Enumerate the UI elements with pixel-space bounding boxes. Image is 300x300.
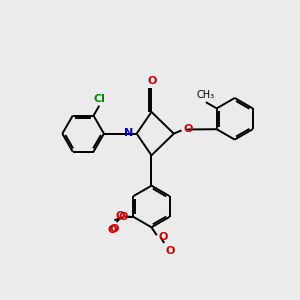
Text: N: N <box>124 128 134 138</box>
Text: O: O <box>159 232 168 242</box>
Text: O: O <box>184 124 193 134</box>
Text: O: O <box>118 212 128 222</box>
Text: O: O <box>147 76 157 86</box>
Text: O: O <box>165 246 175 256</box>
Text: Cl: Cl <box>93 94 105 104</box>
Text: O: O <box>116 211 125 221</box>
Text: O: O <box>110 224 119 234</box>
Text: CH₃: CH₃ <box>196 90 214 100</box>
Text: O: O <box>107 225 117 235</box>
